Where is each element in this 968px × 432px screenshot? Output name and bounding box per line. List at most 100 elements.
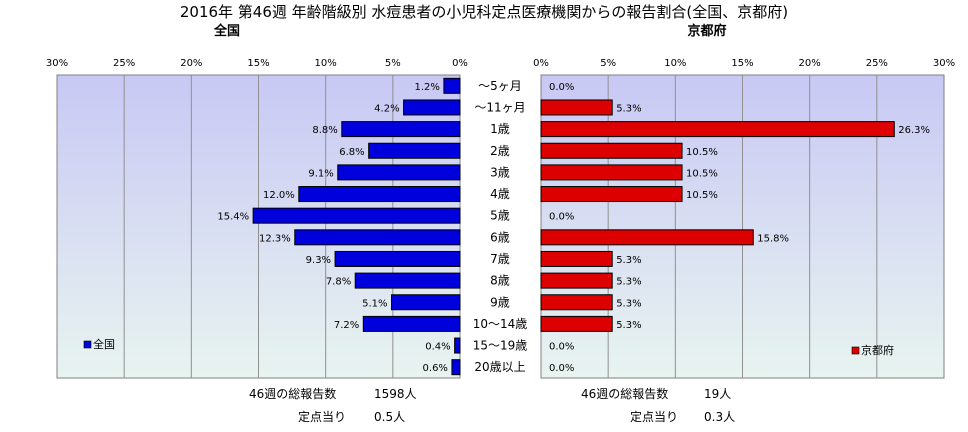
right-data-label: 10.5% xyxy=(686,190,718,201)
left-x-tick-label: 0% xyxy=(452,58,468,69)
right-bar xyxy=(540,99,613,116)
category-label: 1歳 xyxy=(490,122,510,136)
category-label: 15〜19歳 xyxy=(473,339,528,353)
right-data-label: 10.5% xyxy=(686,147,718,158)
category-label: 3歳 xyxy=(490,165,510,179)
right-data-label: 0.0% xyxy=(549,342,574,353)
right-bar xyxy=(540,142,683,159)
left-data-label: 12.0% xyxy=(263,190,295,201)
right-total-value: 19人 xyxy=(704,387,731,401)
left-bar xyxy=(454,337,461,354)
left-legend-label: 全国 xyxy=(93,337,115,351)
left-bar xyxy=(341,121,461,138)
left-bar xyxy=(368,142,461,159)
right-data-label: 5.3% xyxy=(616,277,641,288)
right-data-label: 10.5% xyxy=(686,168,718,179)
right-total-label: 46週の総報告数 xyxy=(581,386,668,401)
right-bar xyxy=(540,294,613,311)
category-label: 7歳 xyxy=(490,252,510,266)
right-bar xyxy=(540,164,683,181)
left-panel-title: 全国 xyxy=(213,23,240,39)
left-x-tick-label: 30% xyxy=(46,58,68,69)
left-bar xyxy=(451,359,461,376)
right-legend-swatch xyxy=(851,346,860,355)
category-label: 6歳 xyxy=(490,230,510,244)
right-x-tick-label: 20% xyxy=(799,58,821,69)
left-series-bars xyxy=(252,77,461,376)
left-data-label: 1.2% xyxy=(414,82,439,93)
right-data-label: 0.0% xyxy=(549,363,574,374)
left-per-site-label: 定点当り xyxy=(298,409,346,424)
right-bar xyxy=(540,250,613,267)
right-per-site-label: 定点当り xyxy=(630,409,678,424)
left-data-label: 9.3% xyxy=(306,255,331,266)
left-data-label: 12.3% xyxy=(259,233,291,244)
left-data-labels: 1.2% 4.2% 8.8%6.8% 9.1% 12.0% 15.4% 12.3% 9.3% 7… xyxy=(217,82,450,374)
chart-title: 2016年 第46週 年齢階級別 水痘患者の小児科定点医療機関からの報告割合(全… xyxy=(180,3,788,21)
left-bar xyxy=(390,294,461,311)
left-legend: 全国 xyxy=(83,337,115,351)
left-data-label: 9.1% xyxy=(308,168,333,179)
right-bar xyxy=(540,272,613,289)
right-data-label: 15.8% xyxy=(757,233,789,244)
left-bar xyxy=(354,272,461,289)
right-bar xyxy=(540,186,683,203)
right-bar xyxy=(540,229,754,246)
left-x-axis-ticks: 30% 25% 20% 15% 10% 5% 0% xyxy=(46,58,468,69)
right-x-tick-label: 30% xyxy=(933,58,955,69)
right-x-tick-label: 25% xyxy=(866,58,888,69)
category-label: 2歳 xyxy=(490,144,510,158)
category-label: 〜5ヶ月 xyxy=(478,79,522,93)
right-x-tick-label: 15% xyxy=(731,58,753,69)
right-legend: 京都府 xyxy=(851,343,894,357)
left-per-site-value: 0.5人 xyxy=(374,410,405,424)
left-bar xyxy=(443,77,461,94)
left-data-label: 6.8% xyxy=(339,147,364,158)
left-total-value: 1598人 xyxy=(374,387,417,401)
right-data-labels: 0.0% 5.3% 26.3% 10.5% 10.5% 10.5% 0.0% 15.8% 5.3… xyxy=(549,82,930,374)
right-data-label: 0.0% xyxy=(549,82,574,93)
left-bar xyxy=(334,250,461,267)
right-data-label: 0.0% xyxy=(549,212,574,223)
right-x-tick-label: 10% xyxy=(664,58,686,69)
left-data-label: 0.4% xyxy=(425,342,450,353)
right-panel-title: 京都府 xyxy=(687,23,726,39)
left-x-tick-label: 15% xyxy=(247,58,269,69)
category-label: 4歳 xyxy=(490,187,510,201)
left-x-tick-label: 10% xyxy=(315,58,337,69)
right-bar xyxy=(540,315,613,332)
left-bar xyxy=(362,315,461,332)
right-per-site-value: 0.3人 xyxy=(704,410,735,424)
left-legend-swatch xyxy=(83,340,92,349)
left-data-label: 0.6% xyxy=(423,363,448,374)
left-bar xyxy=(403,99,461,116)
category-label: 9歳 xyxy=(490,295,510,309)
category-label: 8歳 xyxy=(490,274,510,288)
right-data-label: 5.3% xyxy=(616,255,641,266)
right-data-label: 5.3% xyxy=(616,298,641,309)
left-bar xyxy=(252,207,461,224)
left-bar xyxy=(337,164,461,181)
left-x-tick-label: 5% xyxy=(385,58,401,69)
right-series-bars xyxy=(540,99,895,332)
left-x-tick-label: 20% xyxy=(180,58,202,69)
left-total-label: 46週の総報告数 xyxy=(249,386,336,401)
left-data-label: 8.8% xyxy=(312,125,337,136)
left-data-label: 7.8% xyxy=(326,277,351,288)
left-data-label: 4.2% xyxy=(374,103,399,114)
right-bar xyxy=(540,121,895,138)
right-x-tick-label: 5% xyxy=(600,58,616,69)
left-bar xyxy=(294,229,461,246)
right-data-label: 5.3% xyxy=(616,320,641,331)
category-label: 20歳以上 xyxy=(474,360,525,374)
right-x-tick-label: 0% xyxy=(533,58,549,69)
left-data-label: 15.4% xyxy=(217,212,249,223)
right-data-label: 5.3% xyxy=(616,103,641,114)
category-labels: 〜5ヶ月〜11ヶ月 1歳 2歳 3歳 4歳 5歳 6歳 7歳 8歳 9歳 10〜14歳 15〜19歳 2… xyxy=(473,79,528,374)
left-x-tick-label: 25% xyxy=(113,58,135,69)
category-label: 5歳 xyxy=(490,209,510,223)
left-bar xyxy=(298,186,461,203)
category-label: 10〜14歳 xyxy=(473,317,528,331)
left-data-label: 7.2% xyxy=(334,320,359,331)
